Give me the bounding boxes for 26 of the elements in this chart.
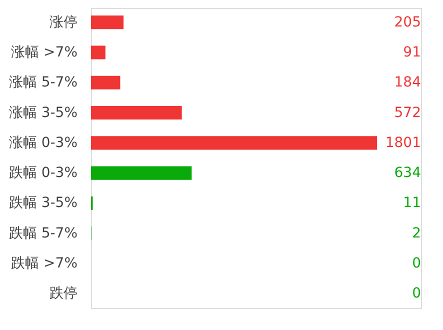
data-label: 205 bbox=[394, 14, 421, 30]
y-tick-label: 跌幅 >7% bbox=[11, 256, 78, 272]
data-label: 0 bbox=[412, 256, 421, 272]
y-tick-label: 涨幅 3-5% bbox=[8, 104, 78, 121]
bar bbox=[91, 76, 120, 90]
y-tick-label: 跌幅 3-5% bbox=[8, 195, 78, 212]
y-tick-label: 跌停 bbox=[50, 286, 78, 302]
y-tick-label: 涨停 bbox=[50, 14, 78, 30]
data-label: 11 bbox=[403, 195, 421, 212]
y-tick-label: 跌幅 5-7% bbox=[8, 225, 78, 242]
data-label: 91 bbox=[403, 44, 421, 60]
data-label: 0 bbox=[412, 286, 421, 302]
data-label: 184 bbox=[394, 74, 422, 91]
bar bbox=[91, 46, 106, 60]
y-tick-label: 涨幅 5-7% bbox=[8, 74, 78, 91]
y-tick-label: 跌幅 0-3% bbox=[8, 165, 78, 182]
data-label: 572 bbox=[394, 104, 421, 121]
bar bbox=[91, 16, 124, 30]
data-label: 2 bbox=[412, 225, 421, 242]
data-label: 1801 bbox=[385, 134, 421, 151]
bar bbox=[91, 166, 192, 180]
y-tick-label: 涨幅 0-3% bbox=[8, 134, 78, 151]
y-tick-label: 涨幅 >7% bbox=[11, 44, 78, 60]
data-label: 634 bbox=[394, 165, 422, 182]
bar bbox=[91, 136, 377, 150]
bar bbox=[91, 106, 182, 120]
